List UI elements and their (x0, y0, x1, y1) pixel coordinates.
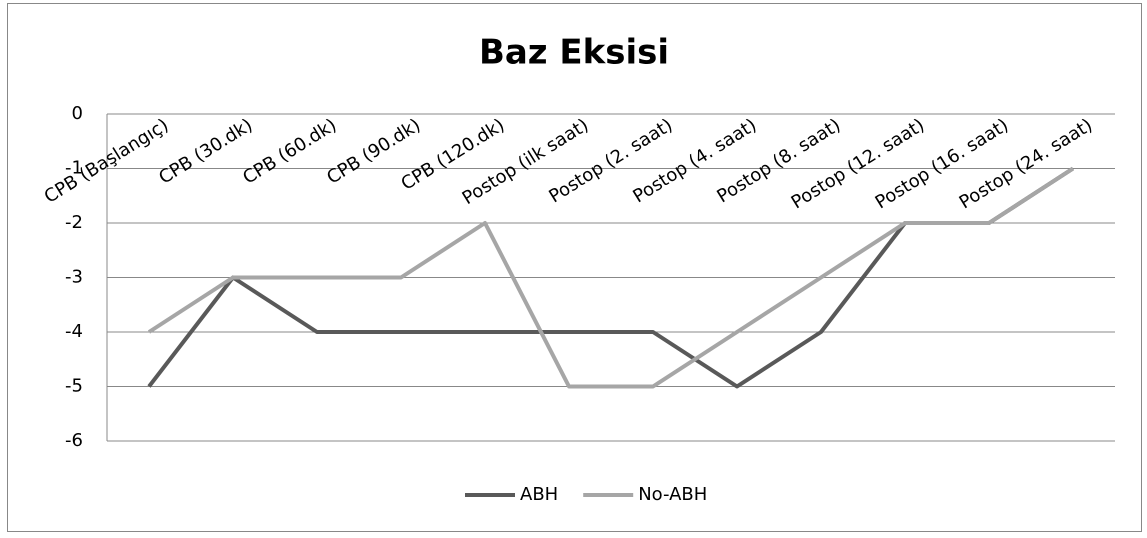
legend-label: ABH (520, 484, 558, 505)
y-tick-label: -3 (65, 267, 83, 288)
y-tick-label: -6 (65, 430, 83, 451)
y-tick-label: -4 (65, 321, 83, 342)
y-tick-label: -5 (65, 376, 83, 397)
y-tick-label: -2 (65, 212, 83, 233)
legend-label: No-ABH (638, 484, 707, 505)
y-tick-label: 0 (72, 103, 83, 124)
series-line (147, 166, 1075, 389)
chart-border (7, 3, 1142, 532)
chart-title: Baz Eksisi (479, 33, 669, 73)
y-tick-label: -1 (65, 158, 83, 179)
